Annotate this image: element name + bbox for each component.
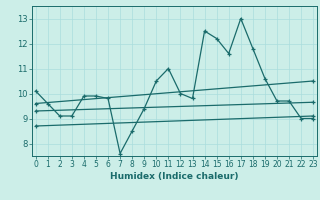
X-axis label: Humidex (Indice chaleur): Humidex (Indice chaleur) (110, 172, 239, 181)
